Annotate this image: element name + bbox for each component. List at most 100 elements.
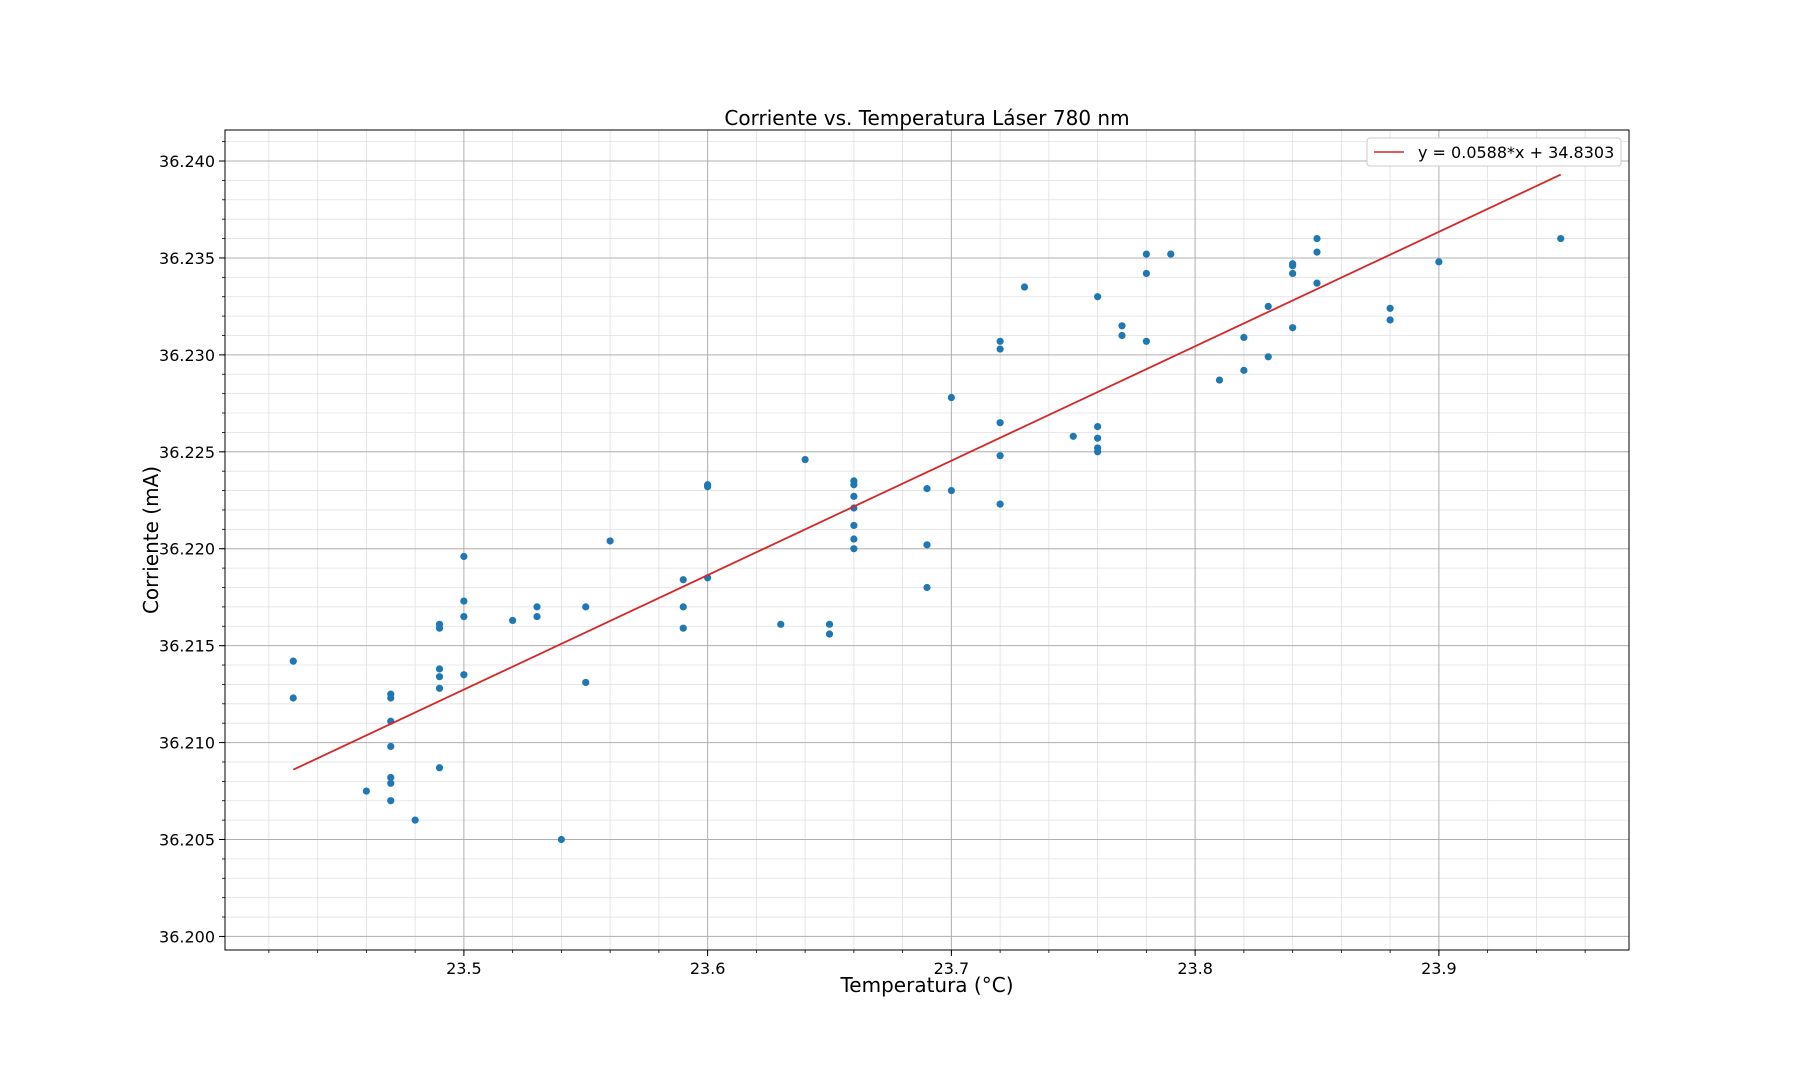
data-point bbox=[460, 612, 468, 621]
data-point bbox=[1386, 304, 1394, 312]
data-point bbox=[996, 337, 1004, 345]
x-tick-label: 23.8 bbox=[1177, 959, 1213, 978]
data-point bbox=[1240, 366, 1248, 374]
data-point bbox=[387, 694, 395, 702]
x-axis-label: Temperatura (°C) bbox=[839, 973, 1013, 997]
fit-line bbox=[292, 173, 1562, 771]
data-point bbox=[777, 620, 785, 628]
data-point bbox=[387, 773, 395, 782]
data-point bbox=[387, 797, 395, 805]
data-point bbox=[1094, 448, 1102, 456]
data-point bbox=[1264, 302, 1272, 311]
data-point bbox=[557, 835, 565, 844]
y-tick-label: 36.205 bbox=[159, 831, 215, 850]
data-point bbox=[996, 452, 1004, 460]
data-point bbox=[850, 492, 858, 500]
data-point bbox=[1289, 324, 1297, 332]
data-point bbox=[509, 616, 517, 625]
y-axis-label: Corriente (mA) bbox=[139, 466, 163, 614]
data-point bbox=[1118, 322, 1126, 330]
data-points bbox=[289, 234, 1565, 844]
data-point bbox=[679, 624, 687, 632]
data-point bbox=[850, 535, 858, 543]
data-point bbox=[435, 764, 444, 772]
data-point bbox=[825, 630, 834, 638]
data-point bbox=[923, 583, 931, 592]
data-point bbox=[1142, 269, 1150, 278]
data-point bbox=[460, 552, 468, 561]
data-point bbox=[996, 419, 1004, 427]
data-point bbox=[1118, 331, 1126, 340]
data-point bbox=[850, 521, 858, 530]
axis-ticks: 23.5 23.6 23.7 23.8 23.9 36.200 36.205 36.210 36… bbox=[159, 141, 1586, 978]
chart-title: Corriente vs. Temperatura Láser 780 nm bbox=[724, 106, 1129, 130]
y-tick-label: 36.200 bbox=[159, 927, 215, 946]
data-point bbox=[289, 657, 297, 665]
data-point bbox=[1264, 353, 1272, 361]
data-point bbox=[1020, 283, 1029, 291]
x-tick-label: 23.6 bbox=[690, 959, 726, 978]
x-tick-label: 23.5 bbox=[446, 959, 482, 978]
data-point bbox=[1167, 250, 1175, 258]
data-point bbox=[289, 694, 297, 702]
data-point bbox=[435, 684, 444, 692]
data-point bbox=[460, 597, 468, 605]
data-point bbox=[947, 486, 955, 495]
x-tick-label: 23.9 bbox=[1421, 959, 1457, 978]
y-tick-label: 36.225 bbox=[159, 443, 215, 462]
y-tick-label: 36.240 bbox=[159, 152, 215, 171]
data-point bbox=[704, 483, 712, 491]
y-tick-label: 36.215 bbox=[159, 637, 215, 656]
data-point bbox=[435, 673, 444, 681]
data-point bbox=[606, 537, 614, 545]
data-point bbox=[996, 345, 1004, 353]
data-point bbox=[1289, 269, 1297, 278]
data-point bbox=[435, 665, 444, 673]
data-point bbox=[582, 603, 590, 611]
data-point bbox=[1386, 316, 1394, 324]
data-point bbox=[947, 393, 955, 402]
data-point bbox=[679, 576, 687, 584]
legend: y = 0.0588*x + 34.8303 bbox=[1366, 137, 1622, 167]
y-tick-label: 36.235 bbox=[159, 249, 215, 268]
data-point bbox=[1313, 279, 1321, 287]
data-point bbox=[850, 481, 858, 489]
major-grid bbox=[225, 130, 1629, 950]
data-point bbox=[1313, 234, 1321, 243]
fit-line-layer bbox=[292, 173, 1562, 771]
data-point bbox=[850, 545, 858, 553]
data-point bbox=[1240, 333, 1248, 342]
data-point bbox=[1069, 432, 1077, 440]
data-point bbox=[801, 455, 809, 464]
data-point bbox=[387, 742, 395, 751]
data-point bbox=[533, 603, 541, 611]
data-point bbox=[1142, 250, 1150, 258]
data-point bbox=[996, 500, 1004, 508]
legend-fit-label: y = 0.0588*x + 34.8303 bbox=[1418, 143, 1614, 162]
data-point bbox=[460, 671, 468, 679]
data-point bbox=[1313, 248, 1321, 256]
data-point bbox=[1142, 337, 1150, 345]
data-point bbox=[1094, 293, 1102, 301]
data-point bbox=[1289, 262, 1297, 270]
legend-box bbox=[1366, 137, 1622, 167]
data-point bbox=[825, 620, 834, 628]
y-tick-label: 36.210 bbox=[159, 734, 215, 753]
data-point bbox=[362, 787, 370, 795]
y-tick-label: 36.230 bbox=[159, 346, 215, 365]
data-point bbox=[411, 816, 419, 824]
data-point bbox=[1557, 234, 1565, 243]
data-point bbox=[387, 779, 395, 787]
data-point bbox=[435, 624, 444, 632]
data-point bbox=[1094, 422, 1102, 431]
x-tick-label: 23.7 bbox=[934, 959, 970, 978]
data-point bbox=[582, 678, 590, 687]
y-tick-label: 36.220 bbox=[159, 540, 215, 559]
data-point bbox=[679, 603, 687, 611]
data-point bbox=[533, 612, 541, 621]
data-point bbox=[1435, 258, 1443, 266]
data-point bbox=[923, 485, 931, 493]
plot-frame bbox=[224, 129, 1630, 951]
